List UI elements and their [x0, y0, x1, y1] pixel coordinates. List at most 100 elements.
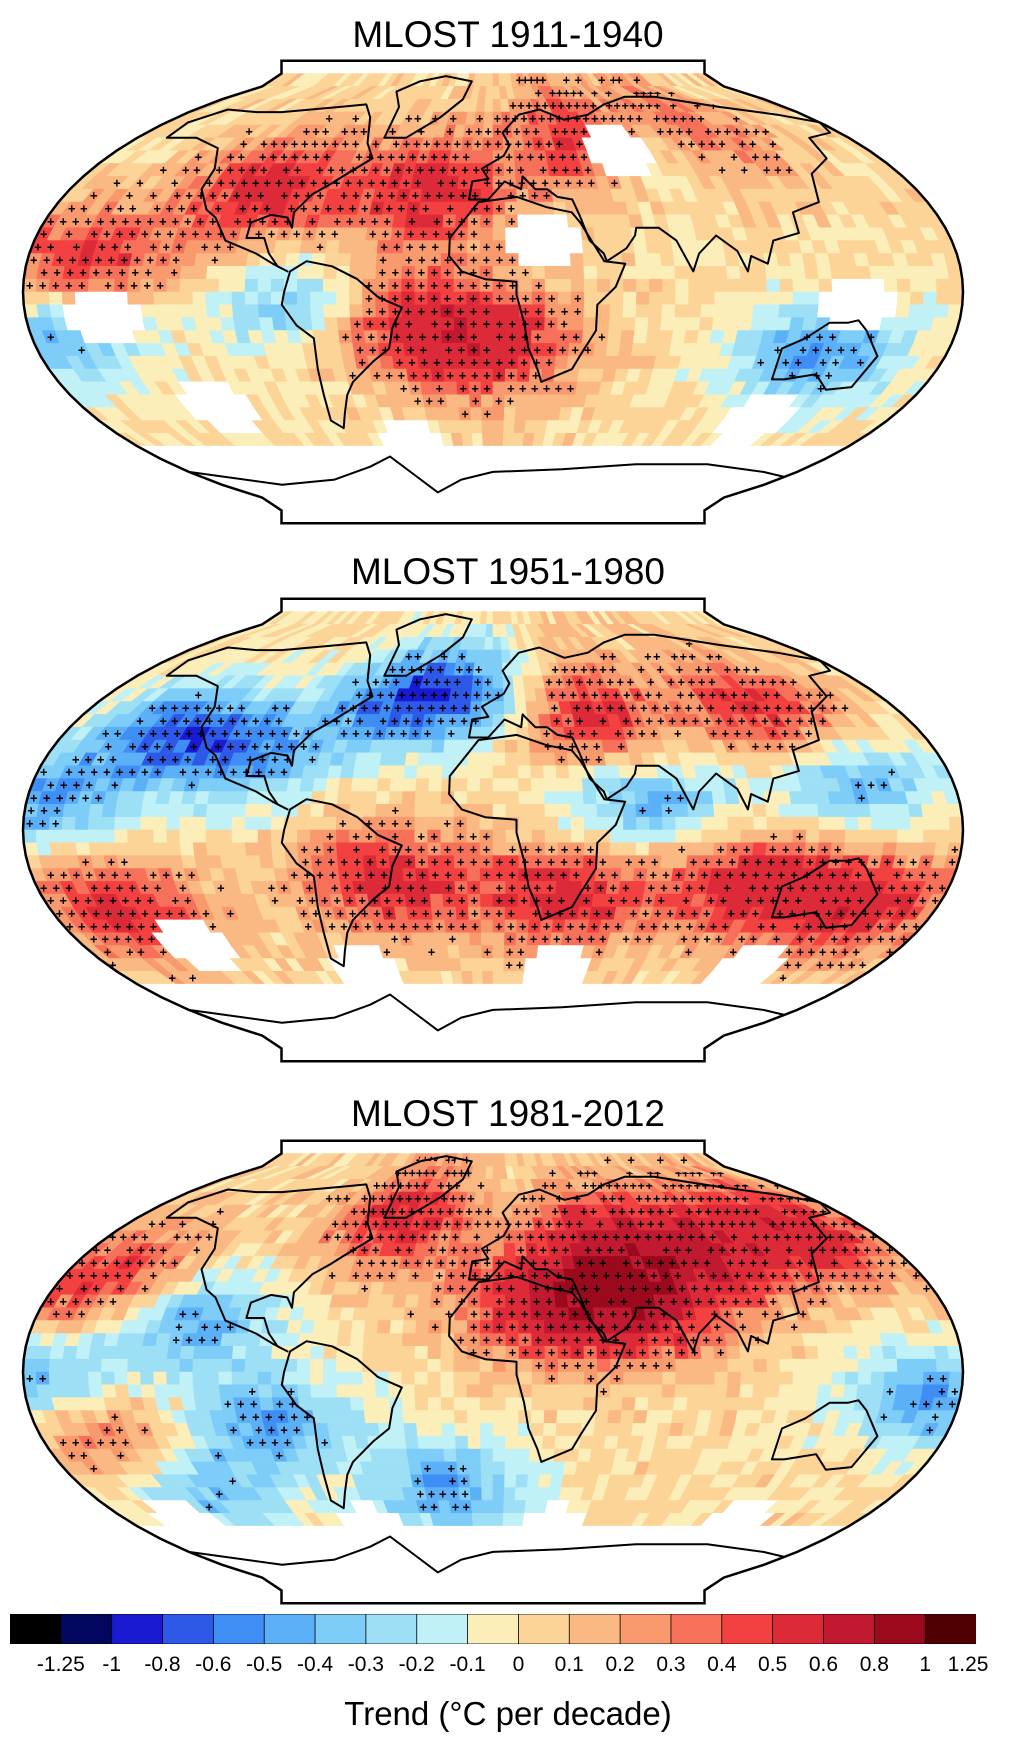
significance-marker: + [230, 227, 237, 241]
grid-cell [36, 842, 53, 857]
significance-marker: + [627, 112, 634, 126]
grid-cell [517, 765, 532, 779]
significance-marker: + [640, 86, 647, 100]
significance-marker: + [548, 150, 555, 164]
significance-marker: + [150, 189, 157, 203]
significance-marker: + [509, 855, 516, 869]
grid-cell [555, 227, 570, 241]
grid-cell [935, 278, 951, 293]
grid-cell [296, 278, 311, 293]
significance-marker: + [245, 189, 252, 203]
significance-marker: + [689, 112, 696, 126]
grid-cell [618, 227, 634, 241]
significance-marker: + [309, 752, 316, 766]
grid-cell [357, 510, 365, 524]
grid-cell [658, 778, 674, 792]
significance-marker: + [193, 163, 200, 177]
grid-cell [752, 842, 768, 857]
grid-cell [492, 343, 507, 357]
grid-cell [244, 804, 260, 818]
grid-cell [392, 752, 407, 767]
significance-marker: + [880, 778, 887, 792]
significance-marker: + [454, 137, 461, 151]
significance-marker: + [495, 202, 502, 216]
grid-cell [422, 510, 429, 524]
significance-marker: + [773, 150, 780, 164]
grid-cell [244, 278, 259, 293]
grid-cell [287, 510, 294, 524]
grid-cell [870, 829, 886, 844]
grid-cell [404, 510, 412, 524]
significance-marker: + [545, 356, 552, 370]
grid-cell [414, 791, 429, 805]
significance-marker: + [364, 189, 371, 203]
grid-cell [166, 278, 181, 293]
significance-marker: + [72, 214, 79, 228]
grid-cell [766, 278, 781, 293]
grid-cell [455, 739, 470, 754]
significance-marker: + [424, 189, 431, 203]
grid-cell [205, 278, 220, 293]
significance-marker: + [495, 150, 502, 164]
grid-cell [310, 266, 325, 280]
grid-cell [127, 304, 143, 319]
grid-cell [675, 291, 690, 306]
grid-cell [607, 330, 623, 344]
grid-cell [531, 804, 546, 818]
grid-cell [518, 778, 532, 792]
grid-cell [518, 278, 533, 293]
significance-marker: + [561, 124, 568, 138]
grid-cell [429, 752, 444, 767]
significance-marker: + [444, 855, 451, 869]
significance-marker: + [393, 675, 400, 689]
grid-cell [427, 816, 442, 831]
significance-marker: + [762, 124, 769, 138]
significance-marker: + [342, 137, 349, 151]
significance-marker: + [327, 163, 334, 177]
grid-cell [543, 778, 558, 792]
significance-marker: + [635, 112, 642, 126]
significance-marker: + [770, 829, 777, 843]
grid-cell [623, 816, 637, 831]
significance-marker: + [446, 214, 453, 228]
grid-cell [35, 829, 51, 844]
grid-cell [310, 804, 325, 818]
significance-marker: + [571, 124, 578, 138]
significance-marker: + [533, 73, 540, 87]
significance-marker: + [461, 163, 468, 177]
grid-cell [492, 445, 504, 460]
significance-marker: + [326, 829, 333, 843]
significance-marker: + [113, 176, 120, 190]
grid-cell [603, 214, 619, 229]
grid-cell [531, 791, 546, 805]
grid-cell [87, 816, 103, 831]
grid-cell [804, 804, 820, 818]
grid-cell [362, 791, 378, 805]
significance-marker: + [549, 99, 556, 113]
grid-cell [377, 765, 393, 779]
significance-marker: + [73, 240, 80, 254]
grid-cell [328, 510, 335, 524]
significance-marker: + [174, 189, 181, 203]
significance-marker: + [420, 227, 427, 241]
significance-marker: + [484, 688, 491, 702]
grid-cell [627, 510, 635, 524]
significance-marker: + [312, 202, 319, 216]
grid-cell [683, 240, 700, 254]
grid-cell [844, 829, 859, 844]
significance-marker: + [509, 266, 516, 280]
grid-cell [414, 816, 429, 831]
grid-cell [711, 791, 727, 805]
grid-cell [618, 343, 634, 357]
grid-cell [492, 510, 500, 524]
grid-cell [569, 510, 576, 524]
grid-cell [283, 291, 298, 306]
significance-marker: + [47, 214, 54, 228]
grid-cell [345, 510, 353, 524]
grid-cell [218, 816, 233, 831]
significance-marker: + [394, 701, 401, 715]
grid-cell [766, 291, 781, 306]
grid-cell [870, 816, 886, 831]
significance-marker: + [507, 176, 514, 190]
significance-marker: + [444, 137, 451, 151]
